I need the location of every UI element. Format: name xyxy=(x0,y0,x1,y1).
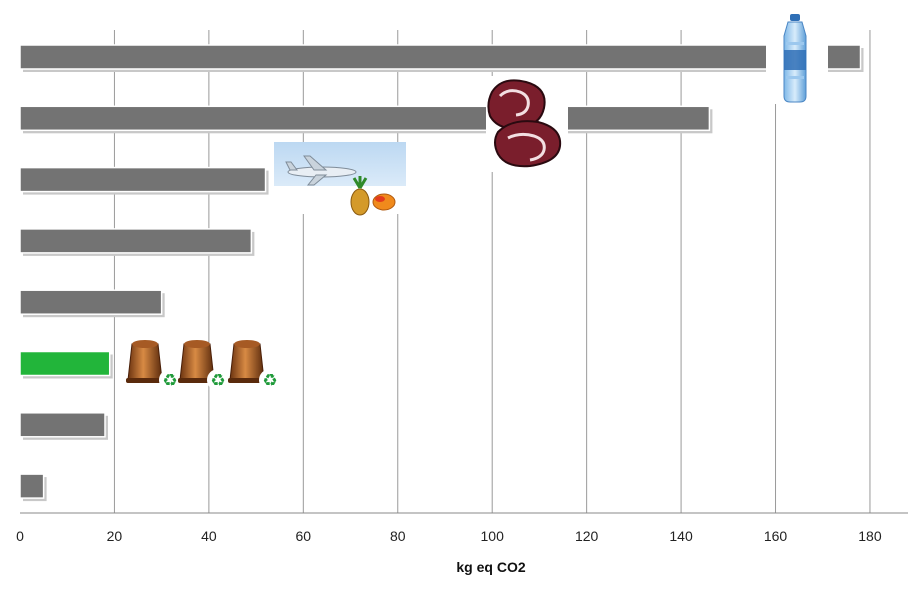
bar xyxy=(19,105,711,132)
recyclable-capsules-icon: ♻ ♻ ♻ xyxy=(126,340,281,391)
bar xyxy=(19,350,111,377)
bars xyxy=(19,44,864,502)
x-tick-label: 180 xyxy=(858,528,882,544)
x-tick-label: 120 xyxy=(575,528,599,544)
bar xyxy=(19,44,862,70)
bar xyxy=(19,289,163,315)
x-tick-labels: 0 20 40 60 80 100 120 140 160 180 xyxy=(16,528,882,544)
bar xyxy=(19,412,106,438)
x-tick-label: 20 xyxy=(107,528,123,544)
x-tick-label: 80 xyxy=(390,528,406,544)
bar xyxy=(19,473,45,499)
steak-icon xyxy=(486,76,568,172)
x-tick-label: 40 xyxy=(201,528,217,544)
bar xyxy=(19,166,267,193)
x-tick-label: 140 xyxy=(669,528,693,544)
water-bottle-icon xyxy=(766,12,828,104)
x-tick-label: 100 xyxy=(481,528,505,544)
x-tick-label: 160 xyxy=(764,528,788,544)
x-tick-label: 0 xyxy=(16,528,24,544)
x-axis-title: kg eq CO2 xyxy=(456,559,525,575)
bar xyxy=(19,228,253,254)
svg-text:♻: ♻ xyxy=(210,371,225,391)
airplane-fruit-icon xyxy=(274,142,406,216)
svg-text:♻: ♻ xyxy=(262,371,277,391)
x-tick-label: 60 xyxy=(296,528,312,544)
svg-text:♻: ♻ xyxy=(162,371,177,391)
